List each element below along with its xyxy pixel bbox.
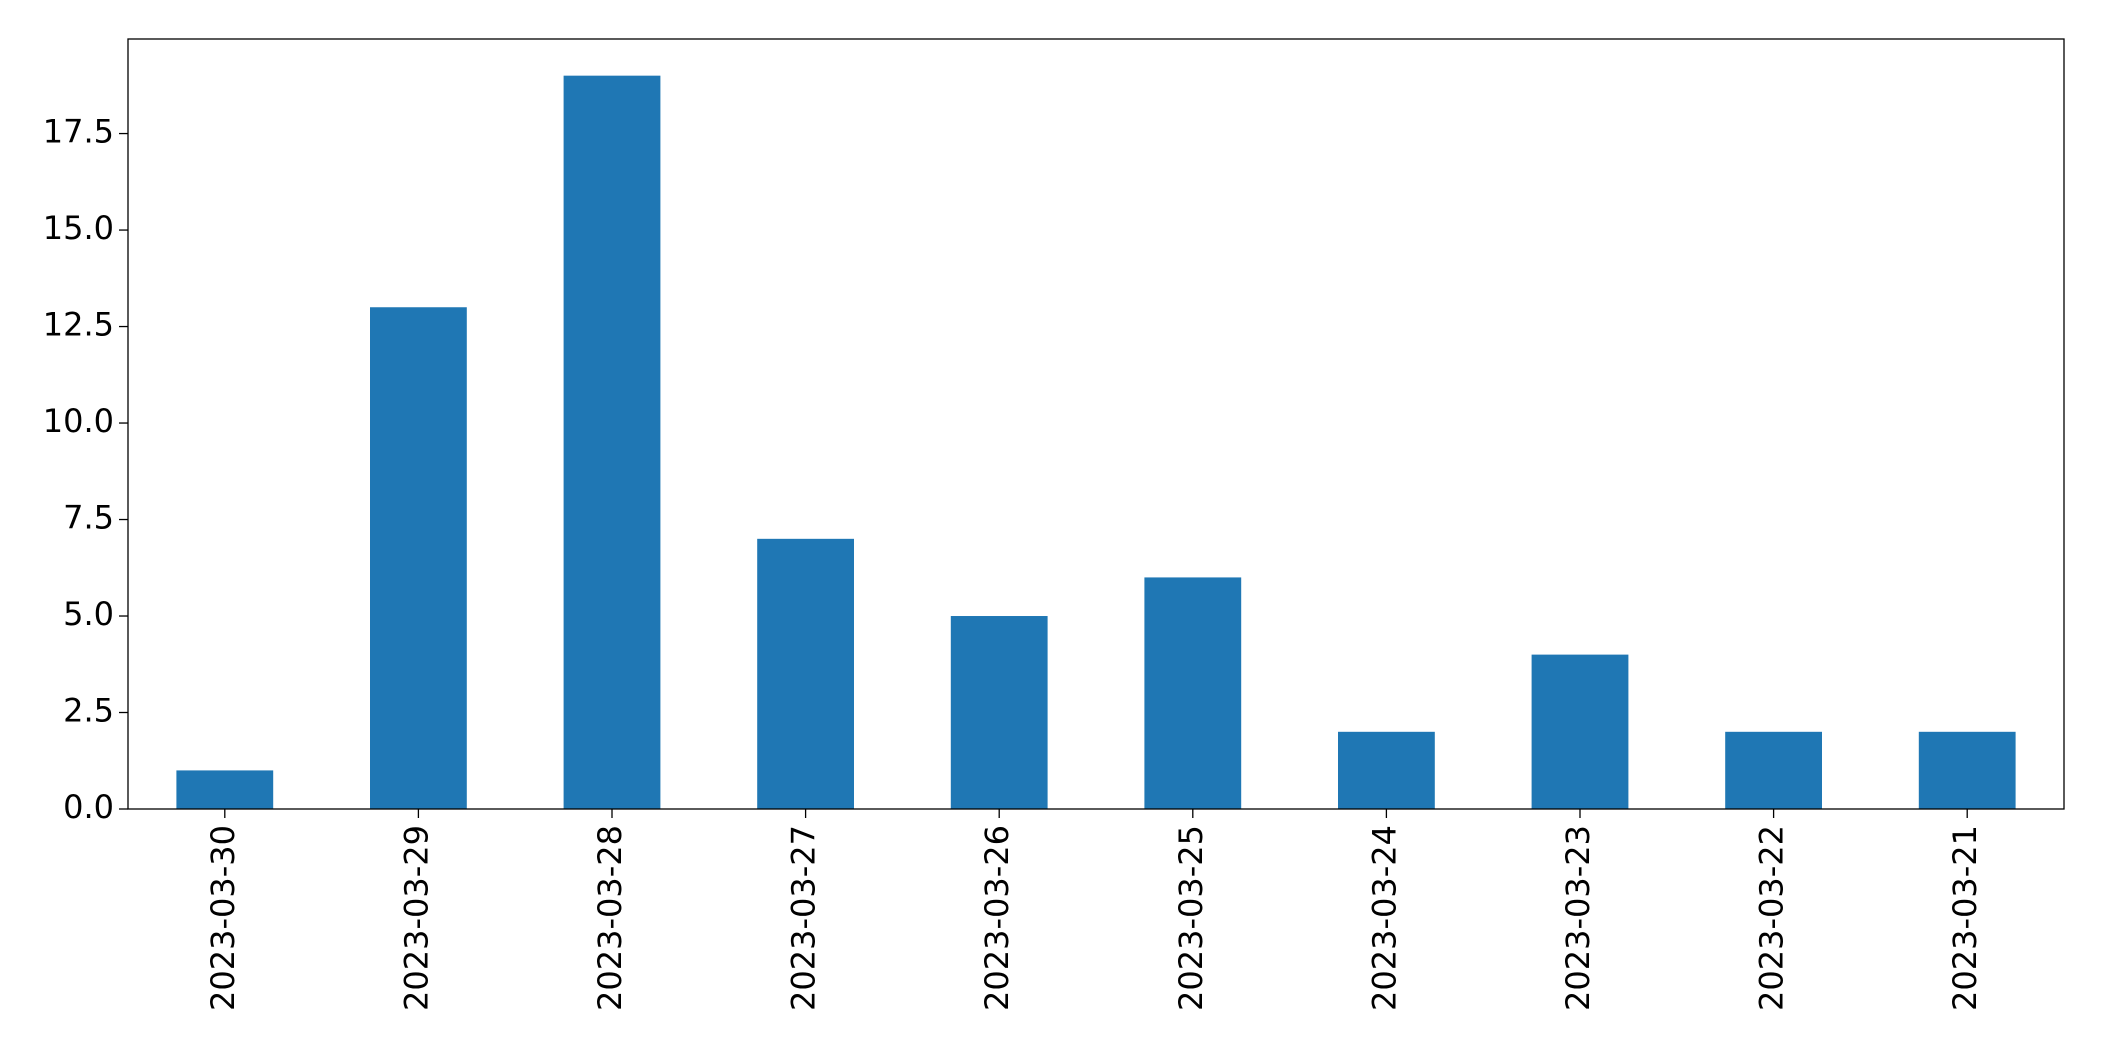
y-tick-label: 2.5 <box>63 692 114 730</box>
bar <box>563 75 661 809</box>
x-tick-label: 2023-03-30 <box>204 825 242 1011</box>
x-tick-label: 2023-03-29 <box>397 825 435 1011</box>
x-tick-label: 2023-03-22 <box>1753 825 1791 1011</box>
x-tick-label: 2023-03-28 <box>591 825 629 1011</box>
bar <box>1918 731 2016 809</box>
x-tick-label: 2023-03-25 <box>1172 825 1210 1011</box>
x-tick-label: 2023-03-21 <box>1946 825 1984 1011</box>
x-tick-label: 2023-03-24 <box>1365 825 1403 1011</box>
x-tick-label: 2023-03-23 <box>1559 825 1597 1011</box>
bar <box>176 770 274 809</box>
y-tick-label: 17.5 <box>43 113 114 151</box>
bar <box>370 307 467 809</box>
x-tick-label: 2023-03-27 <box>785 825 823 1011</box>
y-tick-label: 12.5 <box>43 306 114 344</box>
y-tick-label: 10.0 <box>43 402 114 440</box>
y-tick-label: 7.5 <box>63 499 114 537</box>
bar <box>1531 654 1629 809</box>
y-tick-label: 5.0 <box>63 595 114 633</box>
bar <box>1338 731 1435 809</box>
y-tick-label: 0.0 <box>63 788 114 826</box>
plot-frame <box>127 38 2065 810</box>
x-tick-label: 2023-03-26 <box>978 825 1016 1011</box>
bar <box>757 538 854 809</box>
bar <box>950 616 1048 809</box>
bar <box>1725 731 1822 809</box>
bar <box>1144 577 1242 809</box>
y-tick-label: 15.0 <box>43 209 114 247</box>
